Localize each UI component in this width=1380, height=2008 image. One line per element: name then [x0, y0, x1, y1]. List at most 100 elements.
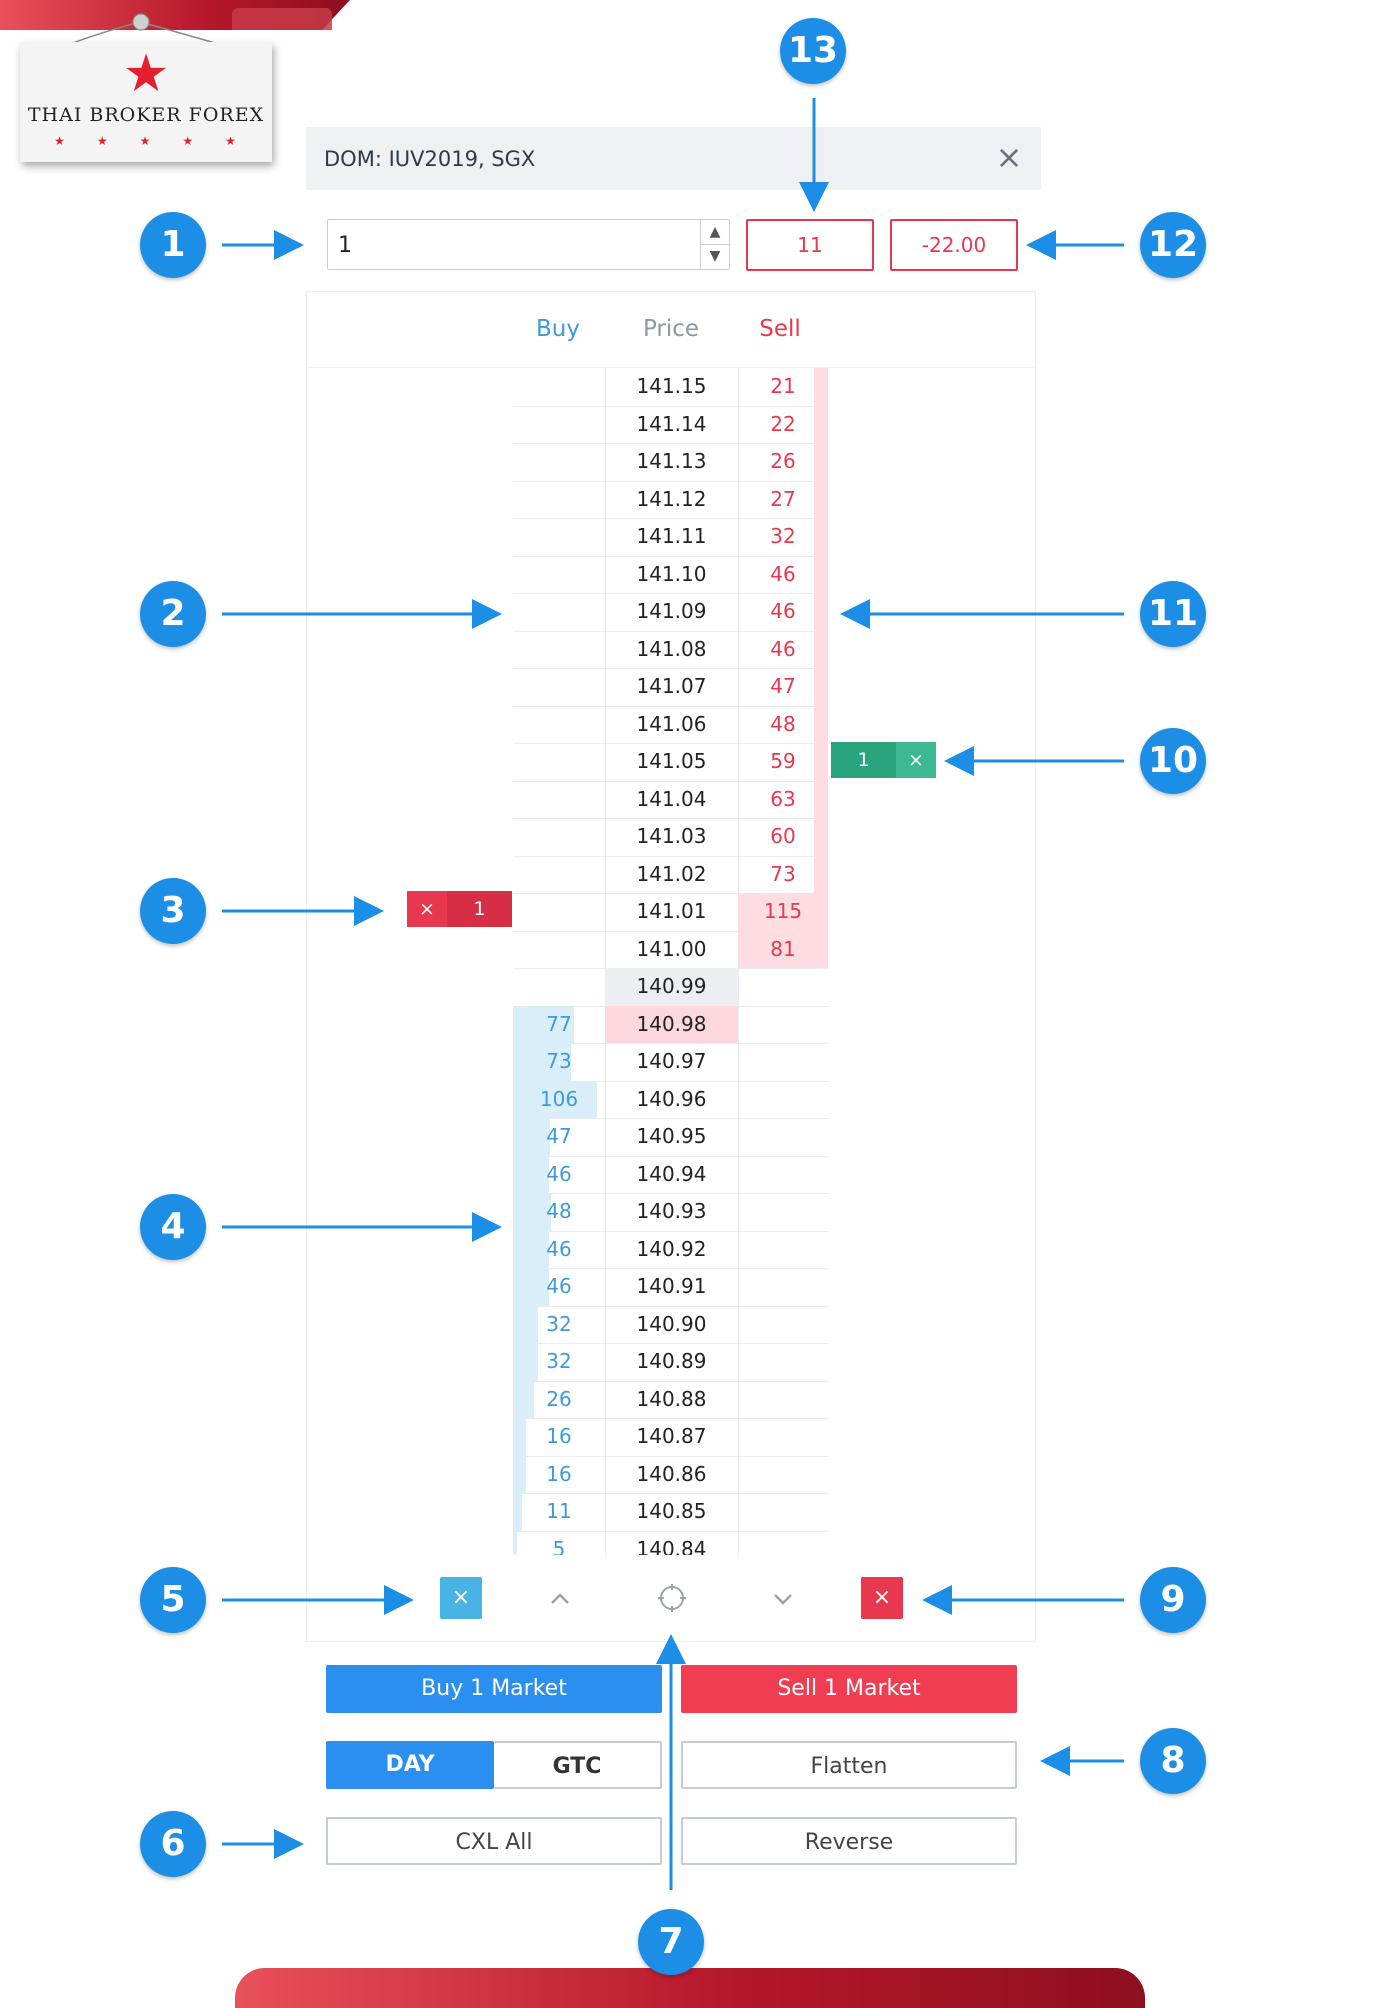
ladder-row: 11 140.85 — [513, 1493, 828, 1532]
sell-cell[interactable]: 81 — [738, 930, 828, 968]
buy-cell[interactable] — [513, 818, 606, 856]
order-quantity[interactable]: 1 — [831, 742, 896, 778]
sell-cell[interactable]: 47 — [738, 668, 828, 706]
sell-market-button[interactable]: Sell 1 Market — [681, 1665, 1017, 1713]
sell-cell[interactable]: 27 — [738, 480, 828, 518]
buy-cell[interactable]: 77 — [513, 1005, 606, 1043]
working-buy-order[interactable]: 1 × — [831, 742, 936, 778]
sell-cell[interactable] — [738, 1081, 828, 1119]
cancel-sell-orders-button[interactable]: × — [861, 1577, 903, 1619]
sell-cell[interactable] — [738, 1381, 828, 1419]
center-ladder-icon[interactable] — [651, 1577, 693, 1619]
buy-cell[interactable]: 32 — [513, 1343, 606, 1381]
buy-cell[interactable] — [513, 705, 606, 743]
tif-gtc-button[interactable]: GTC — [494, 1741, 662, 1789]
sell-cell[interactable] — [738, 1043, 828, 1081]
sell-cell[interactable] — [738, 1118, 828, 1156]
sell-cell[interactable] — [738, 1268, 828, 1306]
sell-cell[interactable] — [738, 1156, 828, 1194]
position-quantity: 11 — [746, 219, 874, 271]
buy-cell[interactable] — [513, 668, 606, 706]
sell-cell[interactable]: 46 — [738, 630, 828, 668]
sell-cell[interactable]: 115 — [738, 893, 828, 931]
price-cell: 141.15 — [605, 368, 739, 406]
quantity-input[interactable] — [336, 228, 680, 262]
buy-cell[interactable] — [513, 630, 606, 668]
buy-cell[interactable]: 26 — [513, 1380, 606, 1418]
sell-cell[interactable]: 60 — [738, 818, 828, 856]
sell-cell[interactable] — [738, 968, 828, 1006]
logo-stars-icon: ★★★★★ — [54, 134, 268, 148]
ladder-row: 141.01 115 — [513, 893, 828, 932]
buy-cell[interactable]: 16 — [513, 1455, 606, 1493]
chevron-down-icon[interactable] — [762, 1577, 804, 1619]
buy-cell[interactable] — [513, 555, 606, 593]
buy-cell[interactable] — [513, 855, 606, 893]
buy-cell[interactable]: 32 — [513, 1305, 606, 1343]
sell-cell[interactable]: 59 — [738, 743, 828, 781]
sell-cell[interactable]: 48 — [738, 705, 828, 743]
buy-cell[interactable] — [513, 480, 606, 518]
sell-volume-bar — [738, 930, 828, 968]
sell-cell[interactable] — [738, 1231, 828, 1269]
buy-cell[interactable] — [513, 368, 606, 406]
buy-volume-bar — [513, 1005, 575, 1043]
buy-market-button[interactable]: Buy 1 Market — [326, 1665, 662, 1713]
sell-cell[interactable] — [738, 1418, 828, 1456]
buy-cell[interactable] — [513, 893, 606, 931]
buy-cell[interactable] — [513, 968, 606, 1006]
cancel-all-button[interactable]: CXL All — [326, 1817, 662, 1865]
buy-volume-bar — [513, 1380, 534, 1418]
buy-cell[interactable]: 46 — [513, 1230, 606, 1268]
sell-cell[interactable]: 26 — [738, 443, 828, 481]
buy-cell[interactable] — [513, 405, 606, 443]
buy-cell[interactable] — [513, 930, 606, 968]
sell-cell[interactable] — [738, 1193, 828, 1231]
buy-cell[interactable] — [513, 743, 606, 781]
logo-text: THAI BROKER FOREX — [27, 104, 265, 126]
buy-cell[interactable] — [513, 518, 606, 556]
buy-cell[interactable]: 16 — [513, 1418, 606, 1456]
buy-cell[interactable]: 11 — [513, 1493, 606, 1531]
sell-cell[interactable]: 21 — [738, 368, 828, 406]
price-cell: 141.01 — [605, 893, 739, 931]
buy-cell[interactable] — [513, 443, 606, 481]
price-cell: 140.94 — [605, 1155, 739, 1193]
sell-cell[interactable] — [738, 1531, 828, 1557]
sell-cell[interactable]: 46 — [738, 555, 828, 593]
price-cell: 140.98 — [605, 1005, 739, 1043]
buy-cell[interactable]: 73 — [513, 1043, 606, 1081]
cancel-order-icon[interactable]: × — [896, 742, 936, 778]
flatten-button[interactable]: Flatten — [681, 1741, 1017, 1789]
sell-cell[interactable] — [738, 1456, 828, 1494]
buy-cell[interactable] — [513, 593, 606, 631]
chevron-down-icon[interactable]: ▼ — [709, 248, 721, 264]
cancel-buy-orders-button[interactable]: × — [440, 1577, 482, 1619]
sell-cell[interactable] — [738, 1493, 828, 1531]
ladder-row: 141.06 48 — [513, 705, 828, 744]
chevron-up-icon[interactable] — [539, 1577, 581, 1619]
tif-day-button[interactable]: DAY — [326, 1741, 494, 1789]
sell-cell[interactable]: 46 — [738, 593, 828, 631]
buy-cell[interactable]: 48 — [513, 1193, 606, 1231]
sell-cell[interactable] — [738, 1343, 828, 1381]
chevron-up-icon[interactable]: ▲ — [701, 220, 729, 245]
buy-cell[interactable]: 5 — [513, 1530, 606, 1556]
buy-cell[interactable]: 46 — [513, 1268, 606, 1306]
buy-volume-bar — [513, 1493, 522, 1531]
sell-cell[interactable]: 63 — [738, 780, 828, 818]
sell-cell[interactable]: 22 — [738, 405, 828, 443]
working-sell-order[interactable]: × 1 — [407, 891, 512, 927]
buy-cell[interactable]: 46 — [513, 1155, 606, 1193]
buy-cell[interactable]: 106 — [513, 1080, 606, 1118]
reverse-button[interactable]: Reverse — [681, 1817, 1017, 1865]
buy-cell[interactable] — [513, 780, 606, 818]
sell-cell[interactable] — [738, 1306, 828, 1344]
cancel-order-icon[interactable]: × — [407, 891, 447, 927]
sell-cell[interactable] — [738, 1006, 828, 1044]
buy-cell[interactable]: 47 — [513, 1118, 606, 1156]
sell-cell[interactable]: 73 — [738, 855, 828, 893]
sell-cell[interactable]: 32 — [738, 518, 828, 556]
order-quantity[interactable]: 1 — [447, 891, 512, 927]
close-icon[interactable]: × — [995, 138, 1023, 176]
